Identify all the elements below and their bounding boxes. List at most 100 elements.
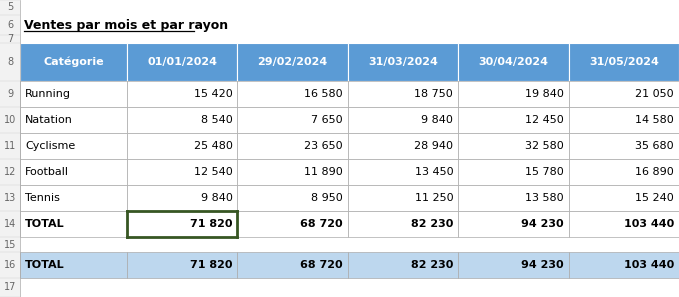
Text: Running: Running (25, 89, 71, 99)
Bar (127, 252, 238, 278)
Bar (568, 81, 679, 107)
Text: 8 950: 8 950 (311, 193, 343, 203)
Text: 5: 5 (7, 2, 13, 12)
Text: 6: 6 (7, 20, 13, 30)
Text: Ventes par mois et par rayon: Ventes par mois et par rayon (24, 18, 228, 31)
Text: 18 750: 18 750 (414, 89, 453, 99)
Text: 82 230: 82 230 (411, 219, 453, 229)
Text: 21 050: 21 050 (636, 89, 674, 99)
Bar (238, 133, 348, 159)
Text: 10: 10 (4, 115, 16, 125)
Bar (348, 43, 458, 81)
Bar (127, 43, 238, 81)
Text: 16: 16 (4, 260, 16, 270)
Bar (458, 185, 568, 211)
Text: Football: Football (25, 167, 69, 177)
Bar (458, 43, 568, 81)
Text: 82 230: 82 230 (411, 260, 453, 270)
Text: 28 940: 28 940 (414, 141, 453, 151)
Text: 14: 14 (4, 219, 16, 229)
Bar (348, 159, 458, 185)
Text: 25 480: 25 480 (194, 141, 232, 151)
Bar (568, 159, 679, 185)
Bar (568, 43, 679, 81)
Text: 15 240: 15 240 (636, 193, 674, 203)
Text: 9 840: 9 840 (422, 115, 453, 125)
Bar (127, 211, 238, 237)
Text: TOTAL: TOTAL (25, 260, 65, 270)
Text: 68 720: 68 720 (300, 219, 343, 229)
Text: 14 580: 14 580 (636, 115, 674, 125)
Bar (20, 43, 127, 81)
Bar (348, 133, 458, 159)
Bar (238, 81, 348, 107)
Bar (127, 159, 238, 185)
Bar (348, 252, 458, 278)
Text: 35 680: 35 680 (636, 141, 674, 151)
Text: 11 250: 11 250 (415, 193, 453, 203)
Bar (238, 107, 348, 133)
Bar (20, 185, 127, 211)
Bar (127, 185, 238, 211)
Bar (568, 185, 679, 211)
Bar (568, 107, 679, 133)
Bar (20, 252, 127, 278)
Text: 15 420: 15 420 (194, 89, 232, 99)
Text: 71 820: 71 820 (190, 260, 232, 270)
Text: 8 540: 8 540 (201, 115, 232, 125)
Bar (568, 211, 679, 237)
Text: 9 840: 9 840 (200, 193, 232, 203)
Text: 12: 12 (4, 167, 16, 177)
Bar (127, 81, 238, 107)
Bar (20, 81, 127, 107)
Text: 23 650: 23 650 (304, 141, 343, 151)
Text: 12 540: 12 540 (194, 167, 232, 177)
Text: 7: 7 (7, 34, 13, 44)
Bar (238, 159, 348, 185)
Bar (458, 211, 568, 237)
Text: Tennis: Tennis (25, 193, 60, 203)
Bar (348, 107, 458, 133)
Text: 103 440: 103 440 (624, 260, 674, 270)
Bar (348, 211, 458, 237)
Text: 68 720: 68 720 (300, 260, 343, 270)
Text: 32 580: 32 580 (525, 141, 564, 151)
Text: 17: 17 (4, 282, 16, 293)
Bar (20, 133, 127, 159)
Text: 9: 9 (7, 89, 13, 99)
Bar (568, 252, 679, 278)
Text: 13 450: 13 450 (415, 167, 453, 177)
Bar (20, 107, 127, 133)
Text: 01/01/2024: 01/01/2024 (147, 57, 217, 67)
Bar (127, 133, 238, 159)
Text: Catégorie: Catégorie (43, 57, 104, 67)
Bar (458, 252, 568, 278)
Bar (458, 159, 568, 185)
Bar (20, 211, 127, 237)
Text: 31/03/2024: 31/03/2024 (368, 57, 438, 67)
Text: 13: 13 (4, 193, 16, 203)
Bar (0, 0, 20, 297)
Bar (458, 81, 568, 107)
Text: 19 840: 19 840 (525, 89, 564, 99)
Bar (348, 81, 458, 107)
Text: 30/04/2024: 30/04/2024 (479, 57, 549, 67)
Bar (348, 185, 458, 211)
Text: 12 450: 12 450 (525, 115, 564, 125)
Text: 16 580: 16 580 (304, 89, 343, 99)
Text: 11: 11 (4, 141, 16, 151)
Bar (568, 133, 679, 159)
Bar (127, 107, 238, 133)
Text: 94 230: 94 230 (521, 260, 564, 270)
Bar (238, 43, 348, 81)
Bar (458, 133, 568, 159)
Text: 8: 8 (7, 57, 13, 67)
Text: 13 580: 13 580 (525, 193, 564, 203)
Text: 31/05/2024: 31/05/2024 (589, 57, 659, 67)
Text: 7 650: 7 650 (311, 115, 343, 125)
Text: 11 890: 11 890 (304, 167, 343, 177)
Bar (458, 107, 568, 133)
Text: 15 780: 15 780 (525, 167, 564, 177)
Text: TOTAL: TOTAL (25, 219, 65, 229)
Bar (238, 252, 348, 278)
